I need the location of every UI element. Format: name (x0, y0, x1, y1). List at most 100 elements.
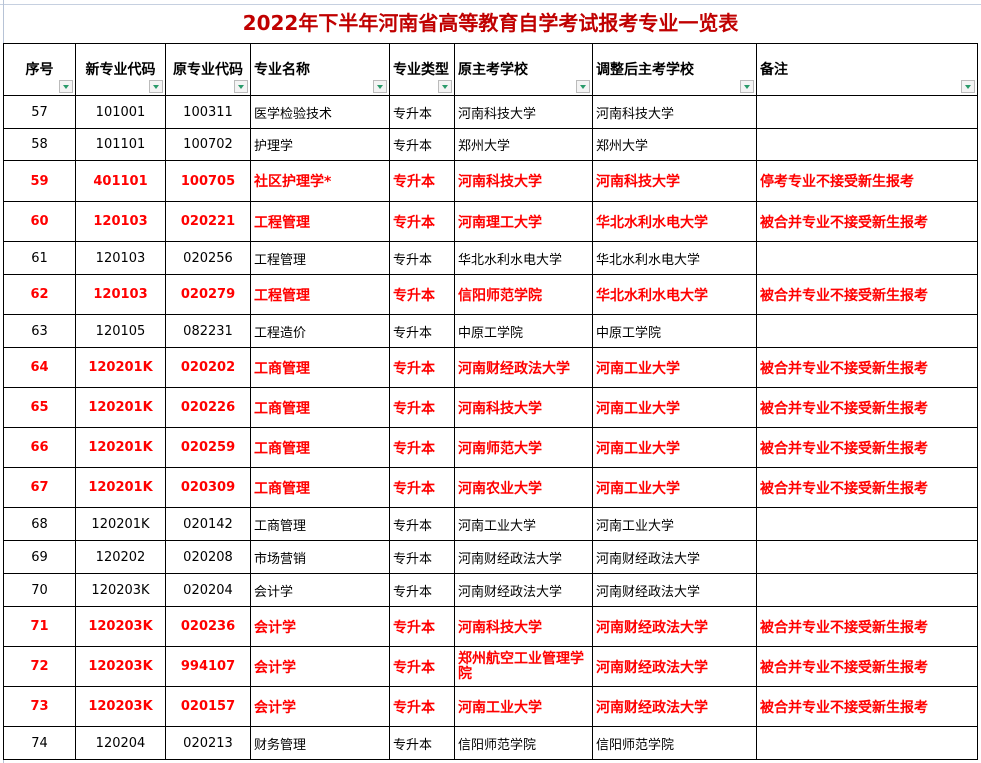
cell-seq-no[interactable]: 68 (3, 507, 76, 541)
cell-new-code[interactable]: 120103 (75, 201, 166, 242)
cell-old-code[interactable]: 020279 (165, 274, 251, 315)
cell-major-name[interactable]: 财务管理 (250, 726, 390, 760)
cell-seq-no[interactable]: 72 (3, 646, 76, 687)
column-header-orig-school[interactable]: 原主考学校 (454, 43, 593, 96)
cell-seq-no[interactable]: 69 (3, 540, 76, 574)
cell-major-type[interactable]: 专升本 (389, 274, 455, 315)
cell-seq-no[interactable]: 71 (3, 606, 76, 647)
cell-major-name[interactable]: 会计学 (250, 606, 390, 647)
cell-orig-school[interactable]: 信阳师范学院 (454, 274, 593, 315)
cell-seq-no[interactable]: 67 (3, 467, 76, 508)
cell-new-school[interactable]: 中原工学院 (592, 314, 757, 348)
cell-major-type[interactable]: 专升本 (389, 726, 455, 760)
cell-orig-school[interactable]: 河南科技大学 (454, 95, 593, 129)
cell-major-type[interactable]: 专升本 (389, 540, 455, 574)
cell-new-code[interactable]: 120203K (75, 573, 166, 607)
filter-dropdown-icon[interactable] (438, 80, 452, 93)
cell-orig-school[interactable]: 郑州航空工业管理学院 (454, 646, 593, 687)
filter-dropdown-icon[interactable] (961, 80, 975, 93)
cell-note[interactable]: 被合并专业不接受新生报考 (756, 201, 978, 242)
cell-new-school[interactable]: 河南财经政法大学 (592, 573, 757, 607)
cell-orig-school[interactable]: 河南财经政法大学 (454, 573, 593, 607)
cell-major-type[interactable]: 专升本 (389, 686, 455, 727)
cell-old-code[interactable]: 100702 (165, 128, 251, 161)
cell-major-name[interactable]: 社区护理学* (250, 160, 390, 202)
cell-major-type[interactable]: 专升本 (389, 95, 455, 129)
cell-major-type[interactable]: 专升本 (389, 314, 455, 348)
cell-note[interactable] (756, 726, 978, 760)
cell-old-code[interactable]: 994107 (165, 646, 251, 687)
cell-seq-no[interactable]: 59 (3, 160, 76, 202)
cell-old-code[interactable]: 020236 (165, 606, 251, 647)
cell-major-type[interactable]: 专升本 (389, 427, 455, 468)
cell-note[interactable] (756, 128, 978, 161)
column-header-major-name[interactable]: 专业名称 (250, 43, 390, 96)
cell-new-school[interactable]: 河南科技大学 (592, 160, 757, 202)
cell-note[interactable] (756, 95, 978, 129)
cell-orig-school[interactable]: 中原工学院 (454, 314, 593, 348)
cell-major-name[interactable]: 工商管理 (250, 387, 390, 428)
cell-new-code[interactable]: 120201K (75, 347, 166, 388)
cell-major-name[interactable]: 医学检验技术 (250, 95, 390, 129)
cell-old-code[interactable]: 100705 (165, 160, 251, 202)
cell-major-type[interactable]: 专升本 (389, 128, 455, 161)
cell-major-name[interactable]: 工程造价 (250, 314, 390, 348)
column-header-note[interactable]: 备注 (756, 43, 978, 96)
cell-seq-no[interactable]: 74 (3, 726, 76, 760)
cell-old-code[interactable]: 020226 (165, 387, 251, 428)
cell-major-name[interactable]: 工商管理 (250, 347, 390, 388)
cell-major-name[interactable]: 会计学 (250, 646, 390, 687)
cell-major-name[interactable]: 工商管理 (250, 467, 390, 508)
column-header-new-code[interactable]: 新专业代码 (75, 43, 166, 96)
cell-major-name[interactable]: 工商管理 (250, 507, 390, 541)
cell-note[interactable] (756, 507, 978, 541)
cell-major-type[interactable]: 专升本 (389, 160, 455, 202)
cell-major-type[interactable]: 专升本 (389, 241, 455, 275)
cell-orig-school[interactable]: 河南理工大学 (454, 201, 593, 242)
cell-new-code[interactable]: 120201K (75, 467, 166, 508)
cell-old-code[interactable]: 020213 (165, 726, 251, 760)
cell-note[interactable]: 被合并专业不接受新生报考 (756, 467, 978, 508)
column-header-major-type[interactable]: 专业类型 (389, 43, 455, 96)
cell-new-school[interactable]: 华北水利水电大学 (592, 201, 757, 242)
cell-new-school[interactable]: 河南财经政法大学 (592, 646, 757, 687)
cell-seq-no[interactable]: 65 (3, 387, 76, 428)
cell-seq-no[interactable]: 58 (3, 128, 76, 161)
cell-note[interactable] (756, 314, 978, 348)
cell-orig-school[interactable]: 河南财经政法大学 (454, 540, 593, 574)
cell-major-name[interactable]: 市场营销 (250, 540, 390, 574)
cell-seq-no[interactable]: 62 (3, 274, 76, 315)
cell-major-type[interactable]: 专升本 (389, 646, 455, 687)
cell-note[interactable]: 被合并专业不接受新生报考 (756, 347, 978, 388)
column-header-new-school[interactable]: 调整后主考学校 (592, 43, 757, 96)
cell-new-school[interactable]: 河南财经政法大学 (592, 686, 757, 727)
cell-new-code[interactable]: 120204 (75, 726, 166, 760)
cell-old-code[interactable]: 020221 (165, 201, 251, 242)
cell-new-school[interactable]: 河南科技大学 (592, 95, 757, 129)
cell-new-code[interactable]: 120201K (75, 507, 166, 541)
cell-old-code[interactable]: 020309 (165, 467, 251, 508)
cell-new-code[interactable]: 120201K (75, 427, 166, 468)
filter-dropdown-icon[interactable] (59, 80, 73, 93)
cell-major-type[interactable]: 专升本 (389, 573, 455, 607)
cell-note[interactable] (756, 540, 978, 574)
cell-note[interactable]: 被合并专业不接受新生报考 (756, 606, 978, 647)
cell-new-code[interactable]: 120103 (75, 274, 166, 315)
cell-major-name[interactable]: 工商管理 (250, 427, 390, 468)
cell-note[interactable]: 被合并专业不接受新生报考 (756, 427, 978, 468)
cell-new-school[interactable]: 河南工业大学 (592, 467, 757, 508)
cell-old-code[interactable]: 020142 (165, 507, 251, 541)
cell-seq-no[interactable]: 64 (3, 347, 76, 388)
cell-note[interactable]: 停考专业不接受新生报考 (756, 160, 978, 202)
cell-orig-school[interactable]: 河南师范大学 (454, 427, 593, 468)
cell-old-code[interactable]: 020204 (165, 573, 251, 607)
cell-new-code[interactable]: 101001 (75, 95, 166, 129)
filter-dropdown-icon[interactable] (740, 80, 754, 93)
cell-new-code[interactable]: 120105 (75, 314, 166, 348)
cell-note[interactable]: 被合并专业不接受新生报考 (756, 646, 978, 687)
cell-seq-no[interactable]: 73 (3, 686, 76, 727)
cell-orig-school[interactable]: 河南财经政法大学 (454, 347, 593, 388)
cell-note[interactable] (756, 241, 978, 275)
cell-major-type[interactable]: 专升本 (389, 387, 455, 428)
cell-major-name[interactable]: 工程管理 (250, 201, 390, 242)
